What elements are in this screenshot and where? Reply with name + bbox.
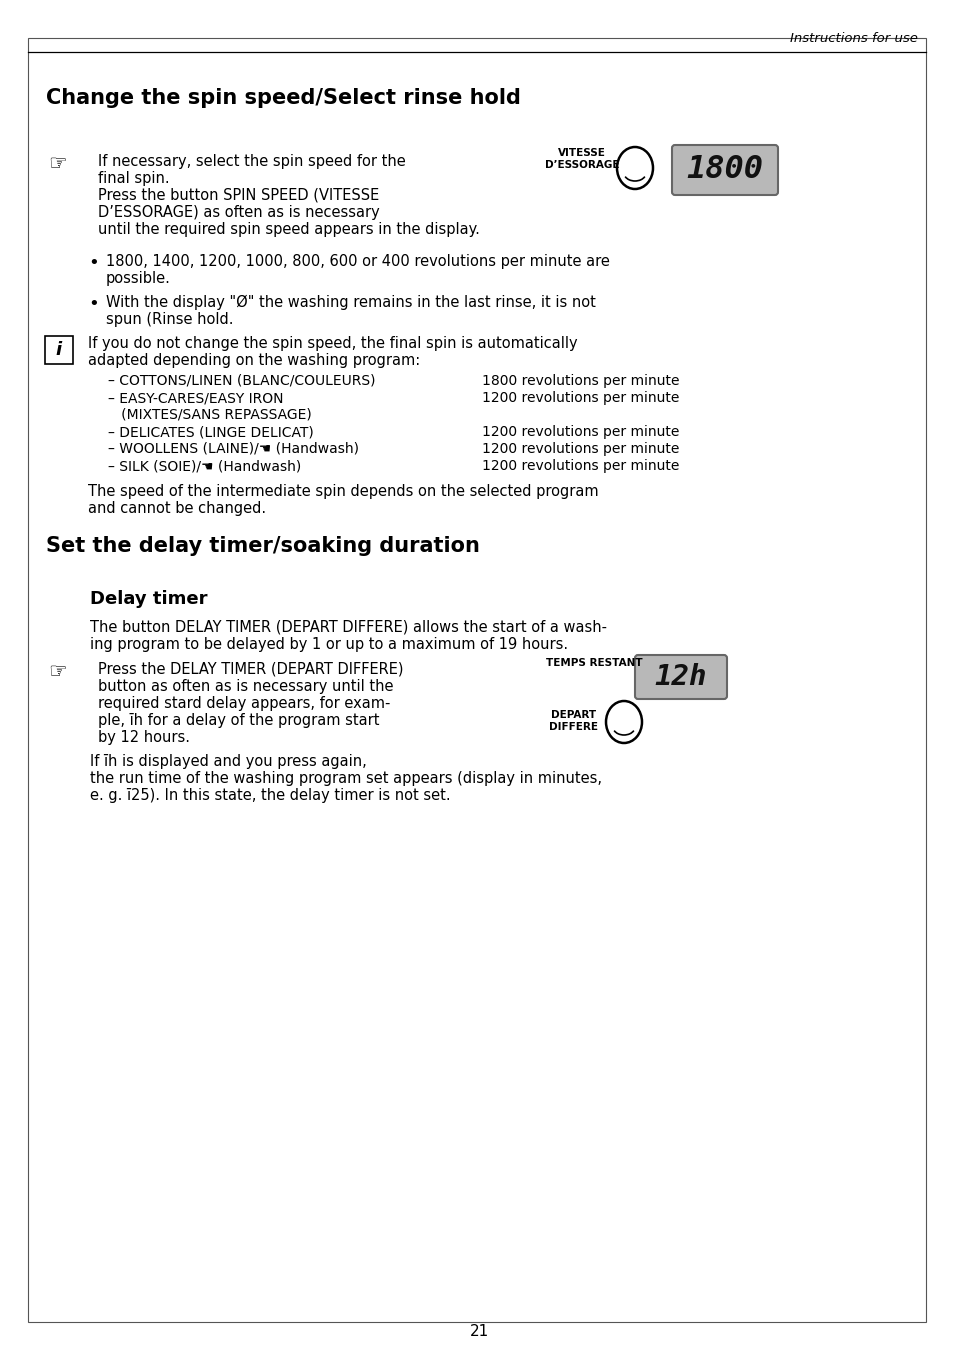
Text: D’ESSORAGE: D’ESSORAGE <box>544 160 618 170</box>
FancyBboxPatch shape <box>635 654 726 699</box>
Text: required stard delay appears, for exam-: required stard delay appears, for exam- <box>98 696 390 711</box>
Text: 1200 revolutions per minute: 1200 revolutions per minute <box>481 442 679 456</box>
Text: ☞: ☞ <box>49 662 68 681</box>
Text: •: • <box>89 254 99 272</box>
Text: i: i <box>56 341 62 360</box>
Text: – WOOLLENS (LAINE)/☚ (Handwash): – WOOLLENS (LAINE)/☚ (Handwash) <box>108 442 358 456</box>
FancyBboxPatch shape <box>671 145 778 195</box>
Text: The speed of the intermediate spin depends on the selected program: The speed of the intermediate spin depen… <box>88 484 598 499</box>
Text: by 12 hours.: by 12 hours. <box>98 730 190 745</box>
Text: TEMPS RESTANT: TEMPS RESTANT <box>545 658 641 668</box>
Text: If necessary, select the spin speed for the: If necessary, select the spin speed for … <box>98 154 405 169</box>
Text: spun (Rinse hold.: spun (Rinse hold. <box>106 312 233 327</box>
Text: The button DELAY TIMER (DEPART DIFFERE) allows the start of a wash-: The button DELAY TIMER (DEPART DIFFERE) … <box>90 621 606 635</box>
Text: ple, īh for a delay of the program start: ple, īh for a delay of the program start <box>98 713 379 727</box>
Text: 1800, 1400, 1200, 1000, 800, 600 or 400 revolutions per minute are: 1800, 1400, 1200, 1000, 800, 600 or 400 … <box>106 254 609 269</box>
Text: With the display "Ø" the washing remains in the last rinse, it is not: With the display "Ø" the washing remains… <box>106 295 596 311</box>
Text: If you do not change the spin speed, the final spin is automatically: If you do not change the spin speed, the… <box>88 337 577 352</box>
Text: final spin.: final spin. <box>98 170 170 187</box>
Text: (MIXTES/SANS REPASSAGE): (MIXTES/SANS REPASSAGE) <box>108 408 312 422</box>
Text: the run time of the washing program set appears (display in minutes,: the run time of the washing program set … <box>90 771 601 786</box>
Text: until the required spin speed appears in the display.: until the required spin speed appears in… <box>98 222 479 237</box>
Text: Change the spin speed/Select rinse hold: Change the spin speed/Select rinse hold <box>46 88 520 108</box>
Text: DEPART: DEPART <box>551 710 596 721</box>
Text: 1800: 1800 <box>686 154 762 185</box>
Text: Press the button SPIN SPEED (VITESSE: Press the button SPIN SPEED (VITESSE <box>98 188 379 203</box>
Text: 12h: 12h <box>654 662 706 691</box>
Text: 21: 21 <box>470 1325 489 1340</box>
Text: 1200 revolutions per minute: 1200 revolutions per minute <box>481 425 679 439</box>
Text: and cannot be changed.: and cannot be changed. <box>88 502 266 516</box>
Text: e. g. ī25). In this state, the delay timer is not set.: e. g. ī25). In this state, the delay tim… <box>90 788 450 803</box>
Text: •: • <box>89 295 99 314</box>
Text: – SILK (SOIE)/☚ (Handwash): – SILK (SOIE)/☚ (Handwash) <box>108 458 301 473</box>
Text: Set the delay timer/soaking duration: Set the delay timer/soaking duration <box>46 535 479 556</box>
Text: DIFFERE: DIFFERE <box>549 722 598 731</box>
Text: VITESSE: VITESSE <box>558 147 605 158</box>
Text: – EASY-CARES/EASY IRON: – EASY-CARES/EASY IRON <box>108 391 283 406</box>
Text: button as often as is necessary until the: button as often as is necessary until th… <box>98 679 393 694</box>
Text: Delay timer: Delay timer <box>90 589 208 608</box>
Text: possible.: possible. <box>106 270 171 287</box>
Text: If īh is displayed and you press again,: If īh is displayed and you press again, <box>90 754 366 769</box>
Text: Press the DELAY TIMER (DEPART DIFFERE): Press the DELAY TIMER (DEPART DIFFERE) <box>98 662 403 677</box>
Text: 1200 revolutions per minute: 1200 revolutions per minute <box>481 391 679 406</box>
Text: ing program to be delayed by 1 or up to a maximum of 19 hours.: ing program to be delayed by 1 or up to … <box>90 637 568 652</box>
Text: adapted depending on the washing program:: adapted depending on the washing program… <box>88 353 420 368</box>
Text: 1800 revolutions per minute: 1800 revolutions per minute <box>481 375 679 388</box>
FancyBboxPatch shape <box>45 337 73 364</box>
Text: – COTTONS/LINEN (BLANC/COULEURS): – COTTONS/LINEN (BLANC/COULEURS) <box>108 375 375 388</box>
Text: Instructions for use: Instructions for use <box>789 31 917 45</box>
Text: – DELICATES (LINGE DELICAT): – DELICATES (LINGE DELICAT) <box>108 425 314 439</box>
Text: ☞: ☞ <box>49 154 68 174</box>
Text: D’ESSORAGE) as often as is necessary: D’ESSORAGE) as often as is necessary <box>98 206 379 220</box>
Text: 1200 revolutions per minute: 1200 revolutions per minute <box>481 458 679 473</box>
